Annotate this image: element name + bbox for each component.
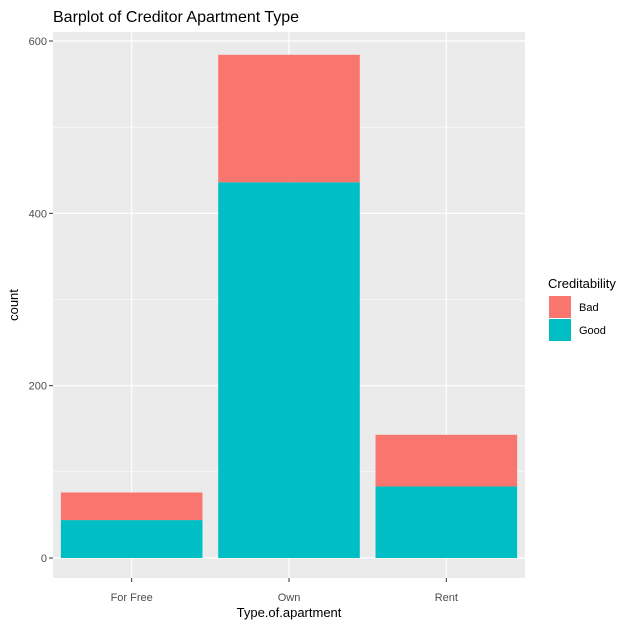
- y-tick-label: 600: [29, 36, 47, 48]
- legend: Creditability Bad Good: [548, 276, 616, 341]
- x-axis-title: Type.of.apartment: [237, 605, 342, 620]
- bars: [60, 54, 518, 558]
- x-axis-ticks: For Free Own Rent: [111, 578, 458, 604]
- legend-label-bad: Bad: [579, 302, 599, 314]
- bar-good-own: [218, 182, 360, 558]
- legend-key-good: [549, 319, 571, 341]
- y-tick-label: 400: [29, 208, 47, 220]
- bar-bad-own: [218, 54, 360, 183]
- bar-bad-for-free: [60, 492, 203, 521]
- bar-good-rent: [375, 486, 518, 558]
- legend-title: Creditability: [548, 276, 616, 291]
- bar-good-for-free: [60, 520, 203, 558]
- chart-title: Barplot of Creditor Apartment Type: [53, 9, 299, 26]
- x-tick-label: Rent: [435, 592, 458, 604]
- y-axis-ticks: 0 200 400 600: [29, 36, 53, 565]
- y-tick-label: 200: [29, 381, 47, 393]
- y-axis-title: count: [6, 289, 21, 321]
- bar-bad-rent: [375, 434, 518, 487]
- legend-key-bad: [549, 296, 571, 318]
- y-tick-label: 0: [41, 553, 47, 565]
- x-tick-label: For Free: [111, 592, 153, 604]
- legend-label-good: Good: [579, 325, 606, 337]
- x-tick-label: Own: [278, 592, 301, 604]
